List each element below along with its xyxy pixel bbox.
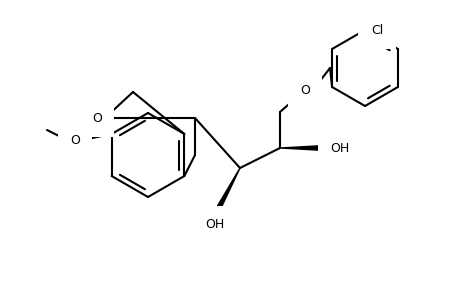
Text: Cl: Cl: [370, 23, 382, 37]
Text: O: O: [92, 112, 102, 124]
Text: O: O: [70, 134, 80, 146]
Text: O: O: [299, 83, 309, 97]
Polygon shape: [213, 168, 240, 216]
Text: OH: OH: [330, 142, 349, 154]
Text: OH: OH: [205, 218, 224, 232]
Polygon shape: [280, 146, 325, 151]
